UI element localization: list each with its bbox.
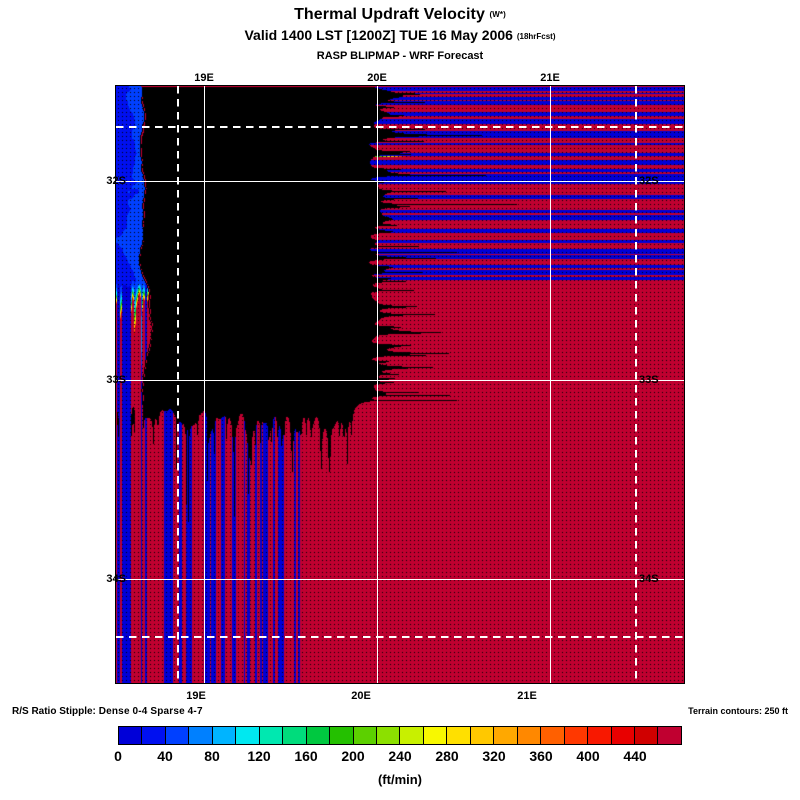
colorbar-swatch-360 xyxy=(541,727,565,744)
domain-box-right-edge xyxy=(635,86,637,683)
colorbar-swatch-160 xyxy=(306,727,331,744)
stipple-legend: R/S Ratio Stipple: Dense 0-4 Sparse 4-7 xyxy=(12,706,203,717)
colorbar-tick-40: 40 xyxy=(157,748,173,764)
graticule-line-21E xyxy=(550,86,551,683)
colorbar-swatch-180 xyxy=(330,727,354,744)
colorbar-tick-320: 320 xyxy=(482,748,506,764)
colorbar-tick-440: 440 xyxy=(623,748,647,764)
lon-label-top-19E: 19E xyxy=(194,72,214,84)
forecast-hour-superscript: (18hrFcst) xyxy=(516,32,556,41)
forecast-validity-text: Valid 1400 LST [1200Z] TUE 16 May 2006 xyxy=(244,27,513,43)
colorbar-units: (ft/min) xyxy=(377,772,423,787)
graticule-line-19E xyxy=(204,86,205,683)
colorbar-swatch-420 xyxy=(611,727,635,744)
colorbar-swatch-440 xyxy=(634,727,659,744)
forecast-map[interactable] xyxy=(115,85,685,684)
stipple-dense-label: Dense xyxy=(98,706,130,717)
page-title: Thermal Updraft Velocity (W*) xyxy=(0,6,800,24)
lat-label-left-32S: 32S xyxy=(106,175,126,187)
colorbar-swatch-80 xyxy=(212,727,237,744)
thermal-updraft-raster xyxy=(116,86,684,683)
colorbar-tick-200: 200 xyxy=(341,748,365,764)
forecast-validity: Valid 1400 LST [1200Z] TUE 16 May 2006 (… xyxy=(0,26,800,46)
graticule-line-20E xyxy=(377,86,378,683)
colorbar-swatch-140 xyxy=(283,727,307,744)
stipple-sparse-range: 4-7 xyxy=(187,706,203,717)
colorbar-swatch-400 xyxy=(588,727,612,744)
colorbar-tick-160: 160 xyxy=(294,748,318,764)
colorbar-swatch-300 xyxy=(470,727,495,744)
colorbar-tick-360: 360 xyxy=(529,748,553,764)
colorbar-swatch-220 xyxy=(376,727,401,744)
colorbar[interactable] xyxy=(118,726,682,745)
colorbar-swatch-240 xyxy=(400,727,424,744)
colorbar-swatch-40 xyxy=(165,727,190,744)
stipple-dense-range: 0-4 xyxy=(132,706,148,717)
header-block: Thermal Updraft Velocity (W*) Valid 1400… xyxy=(0,0,800,63)
lon-label-top-20E: 20E xyxy=(367,72,387,84)
colorbar-swatch-100 xyxy=(236,727,260,744)
model-source: RASP BLIPMAP - WRF Forecast xyxy=(316,50,484,62)
graticule-line-32S xyxy=(116,181,684,182)
colorbar-swatch-320 xyxy=(494,727,518,744)
domain-box-left-edge xyxy=(177,86,179,683)
colorbar-swatch-380 xyxy=(564,727,589,744)
terrain-contour-note: Terrain contours: 250 ft xyxy=(688,706,788,716)
colorbar-swatch-260 xyxy=(423,727,448,744)
page-title-text: Thermal Updraft Velocity xyxy=(294,6,485,23)
lat-label-right-33S: 33S xyxy=(639,374,659,386)
stipple-sparse-label: Sparse xyxy=(150,706,185,717)
colorbar-tick-labels: 0 40 80 120 160 200 240 280 320 360 400 440 xyxy=(0,748,800,768)
graticule-line-34S xyxy=(116,579,684,580)
colorbar-swatch-0 xyxy=(119,727,143,744)
colorbar-tick-240: 240 xyxy=(388,748,412,764)
domain-box-bottom-edge xyxy=(116,636,684,638)
lat-label-right-32S: 32S xyxy=(639,175,659,187)
colorbar-tick-0: 0 xyxy=(114,748,122,764)
colorbar-swatch-340 xyxy=(517,727,542,744)
lat-label-right-34S: 34S xyxy=(639,573,659,585)
lon-label-top-21E: 21E xyxy=(540,72,560,84)
colorbar-swatch-200 xyxy=(353,727,377,744)
colorbar-swatch-280 xyxy=(447,727,471,744)
page-title-superscript: (W*) xyxy=(489,10,506,19)
lat-label-left-34S: 34S xyxy=(106,573,126,585)
colorbar-swatch-60 xyxy=(189,727,213,744)
graticule-line-33S xyxy=(116,380,684,381)
colorbar-swatch-20 xyxy=(142,727,166,744)
lon-label-bottom-21E: 21E xyxy=(517,690,537,702)
colorbar-tick-280: 280 xyxy=(435,748,459,764)
colorbar-tick-80: 80 xyxy=(204,748,220,764)
stipple-legend-prefix: R/S Ratio Stipple: xyxy=(12,706,96,717)
colorbar-swatch-120 xyxy=(259,727,284,744)
lon-label-bottom-20E: 20E xyxy=(351,690,371,702)
lat-label-left-33S: 33S xyxy=(106,374,126,386)
colorbar-swatch-460 xyxy=(658,727,681,744)
colorbar-tick-400: 400 xyxy=(576,748,600,764)
lon-label-bottom-19E: 19E xyxy=(186,690,206,702)
domain-box-top-edge xyxy=(116,126,684,128)
colorbar-tick-120: 120 xyxy=(247,748,271,764)
